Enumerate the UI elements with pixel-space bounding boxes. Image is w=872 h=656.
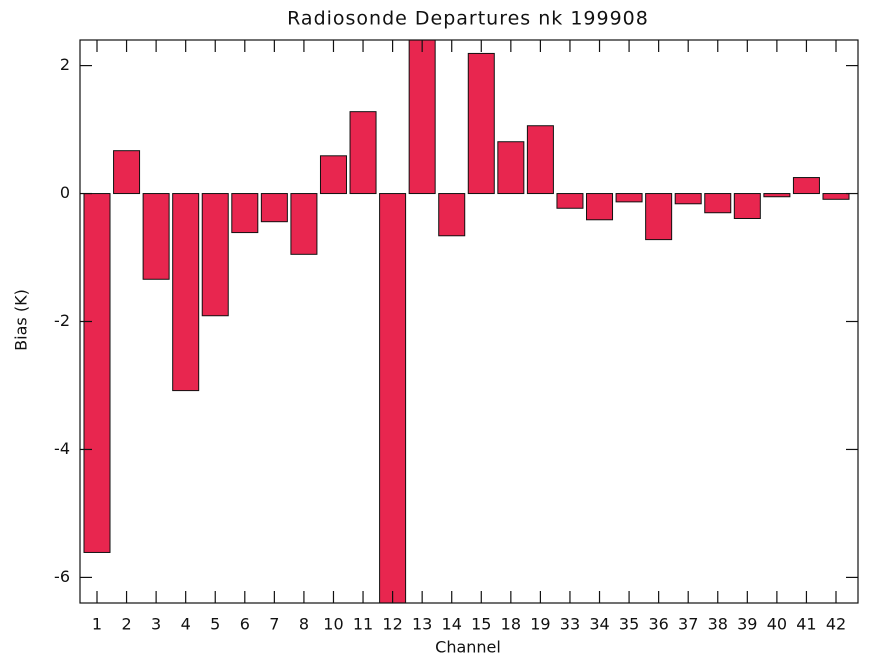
x-tick-label: 7: [269, 615, 279, 634]
bar: [408, 40, 436, 195]
x-tick-label: 8: [299, 615, 309, 634]
y-tick-label: -4: [54, 439, 70, 458]
y-tick-label: -6: [54, 567, 70, 586]
bar: [349, 111, 377, 195]
x-tick-label: 2: [121, 615, 131, 634]
bar: [674, 193, 702, 205]
bar: [733, 193, 761, 219]
bar: [704, 193, 732, 214]
x-tick-label: 42: [826, 615, 846, 634]
x-tick-label: 18: [501, 615, 521, 634]
x-tick-label: 40: [767, 615, 787, 634]
chart-title: Radiosonde Departures nk 199908: [287, 8, 649, 30]
x-tick-label: 35: [619, 615, 639, 634]
bar: [113, 150, 141, 195]
bar: [83, 193, 111, 553]
x-tick-label: 13: [412, 615, 432, 634]
x-tick-label: 33: [560, 615, 580, 634]
bar: [231, 193, 259, 234]
bar: [822, 193, 850, 200]
bar: [556, 193, 584, 209]
bar: [645, 193, 673, 241]
bars: [83, 40, 850, 603]
bar: [526, 125, 554, 195]
x-tick-label: 4: [181, 615, 191, 634]
bar: [172, 193, 200, 392]
y-tick-label: 2: [60, 55, 70, 74]
x-tick-label: 14: [442, 615, 462, 634]
x-tick-label: 38: [708, 615, 728, 634]
x-tick-label: 36: [648, 615, 668, 634]
bar: [497, 141, 525, 195]
x-tick-label: 11: [353, 615, 373, 634]
bar: [438, 193, 466, 237]
x-tick-label: 39: [737, 615, 757, 634]
x-tick-label: 41: [796, 615, 816, 634]
bar: [615, 193, 643, 203]
bar: [586, 193, 614, 221]
x-tick-label: 6: [240, 615, 250, 634]
x-tick-label: 12: [382, 615, 402, 634]
x-tick-label: 3: [151, 615, 161, 634]
x-tick-label: 5: [210, 615, 220, 634]
x-tick-label: 19: [530, 615, 550, 634]
y-tick-label: 0: [60, 183, 70, 202]
x-tick-label: 34: [589, 615, 609, 634]
y-axis-label: Bias (K): [12, 289, 31, 351]
x-tick-label: 10: [323, 615, 343, 634]
y-tick-label: -2: [54, 311, 70, 330]
bar: [260, 193, 288, 223]
x-axis-label: Channel: [435, 638, 501, 656]
bar: [763, 193, 791, 198]
bar: [379, 193, 407, 603]
bar: [142, 193, 170, 280]
bar: [201, 193, 229, 317]
x-tick-label: 37: [678, 615, 698, 634]
bar: [319, 155, 347, 195]
x-tick-label: 1: [92, 615, 102, 634]
bar: [467, 52, 495, 195]
x-tick-label: 15: [471, 615, 491, 634]
bar: [290, 193, 318, 255]
bar: [792, 177, 820, 195]
